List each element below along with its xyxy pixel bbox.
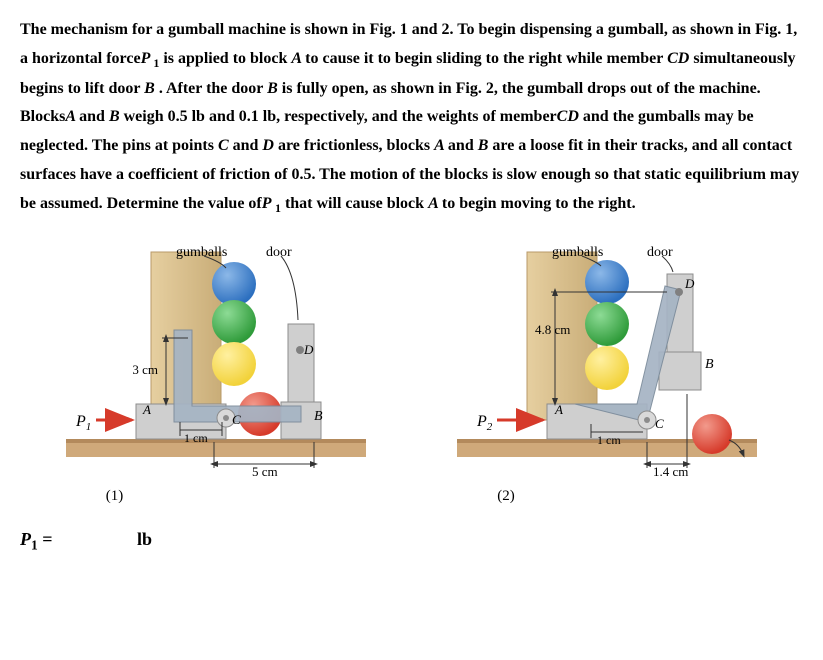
dim-1cm: 1 cm <box>597 433 621 447</box>
gumball-green-icon <box>585 302 629 346</box>
gumball-blue-icon <box>585 260 629 304</box>
gumball-red-icon <box>692 414 732 454</box>
figure-1-svg: gumballs door A B C D P1 3 cm 1 cm 5 <box>66 244 366 484</box>
floor-edge <box>66 439 366 443</box>
dim-1cm: 1 cm <box>184 431 208 445</box>
answer-eq: = <box>38 529 53 549</box>
label-door: door <box>647 245 673 260</box>
label-c: C <box>232 412 241 427</box>
label-c: C <box>655 416 664 431</box>
answer-unit: lb <box>137 529 152 549</box>
block-b-base <box>659 352 701 390</box>
label-gumballs: gumballs <box>552 245 603 260</box>
figure-2: gumballs door A B C D P2 4.8 cm 1 cm 1.4… <box>457 244 757 505</box>
dim-3cm: 3 cm <box>132 362 158 377</box>
label-b: B <box>314 409 323 424</box>
pin-d <box>296 346 304 354</box>
pin-d <box>675 288 683 296</box>
figure-1-label: (1) <box>106 488 124 505</box>
dim-5cm: 5 cm <box>252 464 278 479</box>
gumball-blue-icon <box>212 262 256 306</box>
answer-var-sub: 1 <box>31 537 38 552</box>
figure-1: gumballs door A B C D P1 3 cm 1 cm 5 <box>66 244 366 505</box>
figure-2-svg: gumballs door A B C D P2 4.8 cm 1 cm 1.4… <box>457 244 757 484</box>
label-p2: P2 <box>476 413 493 433</box>
dim-48cm: 4.8 cm <box>535 322 570 337</box>
label-d: D <box>303 342 314 357</box>
label-a: A <box>554 402 563 417</box>
problem-statement: The mechanism for a gumball machine is s… <box>20 16 803 220</box>
gumball-yellow-icon <box>585 346 629 390</box>
answer-line: P1 = lb <box>20 529 803 554</box>
figure-2-label: (2) <box>497 488 515 505</box>
gumball-green-icon <box>212 300 256 344</box>
gumball-yellow-icon <box>212 342 256 386</box>
label-door: door <box>266 245 292 260</box>
answer-var-base: P <box>20 529 31 549</box>
label-d: D <box>684 276 695 291</box>
dim-14cm: 1.4 cm <box>653 464 688 479</box>
label-gumballs: gumballs <box>176 245 227 260</box>
label-p1: P1 <box>75 413 91 433</box>
label-b: B <box>705 357 714 372</box>
figures-row: gumballs door A B C D P1 3 cm 1 cm 5 <box>20 244 803 505</box>
label-a: A <box>142 402 151 417</box>
